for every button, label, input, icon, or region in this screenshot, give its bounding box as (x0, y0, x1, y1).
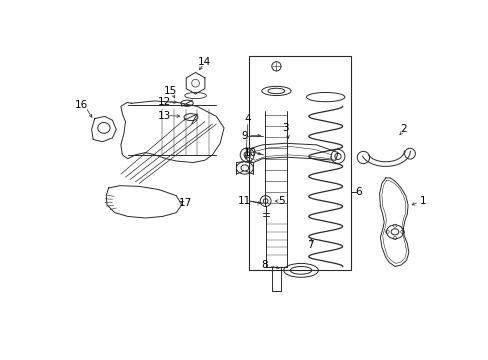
Bar (249, 56, 350, 270)
Text: 8: 8 (260, 260, 267, 270)
Text: 5: 5 (278, 196, 285, 206)
Text: 1: 1 (419, 196, 425, 206)
Text: 3: 3 (282, 123, 288, 133)
Text: 15: 15 (163, 86, 176, 96)
Text: 9: 9 (241, 131, 247, 141)
Text: 6: 6 (355, 187, 362, 197)
Text: 11: 11 (238, 196, 251, 206)
Text: 14: 14 (198, 57, 211, 67)
Text: 10: 10 (243, 148, 256, 158)
Text: 16: 16 (75, 100, 88, 110)
Text: 12: 12 (157, 97, 170, 107)
Text: 7: 7 (306, 240, 313, 250)
Text: 4: 4 (244, 114, 251, 123)
Text: 17: 17 (179, 198, 192, 208)
Text: 2: 2 (399, 125, 406, 134)
Text: 13: 13 (157, 111, 170, 121)
